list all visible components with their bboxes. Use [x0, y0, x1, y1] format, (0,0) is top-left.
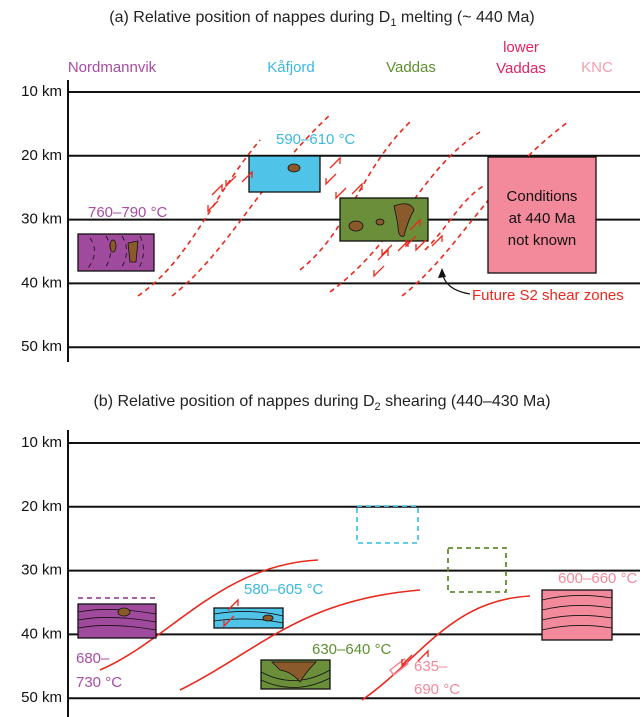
shear-zone	[329, 131, 481, 293]
depth-label: 10 km	[21, 434, 62, 451]
shear-sense-arrow	[397, 239, 409, 252]
shear-sense-arrow	[351, 182, 363, 195]
shear-sense-arrow	[409, 218, 421, 231]
shear-sense-arrow	[373, 265, 385, 278]
foliation	[77, 609, 157, 631]
depth-label: 30 km	[21, 211, 62, 228]
title-part: shearing (440–430 Ma)	[381, 393, 551, 410]
nappe-label: lower	[503, 39, 539, 56]
nappe-label: KNC	[581, 59, 613, 76]
panel-title: (a) Relative position of nappes during D…	[109, 9, 534, 29]
nappe-label: Kåfjord	[267, 59, 315, 76]
shear-sense-arrow	[431, 234, 443, 247]
temperature-label: 680–	[76, 650, 110, 667]
foliation	[541, 595, 613, 631]
temperature-label: 730 °C	[76, 674, 122, 691]
nordmannvik-box	[77, 233, 155, 272]
knc-box	[487, 156, 597, 274]
shear-sense-arrow	[225, 175, 237, 188]
melt-pod	[117, 607, 131, 617]
nappe-label: Nordmannvik	[68, 59, 157, 76]
depth-label: 40 km	[21, 625, 62, 642]
former-position	[356, 505, 419, 544]
kafjord-box	[248, 155, 321, 193]
temperature-label: 580–605 °C	[244, 581, 324, 598]
depth-label: 10 km	[21, 83, 62, 100]
former-position	[447, 547, 507, 593]
shear-sense-arrow	[335, 187, 347, 200]
box-text: Conditions	[507, 188, 578, 205]
title-subscript: 2	[375, 401, 381, 413]
shear-zone	[361, 595, 531, 701]
title-part: (b) Relative position of nappes during D	[93, 393, 374, 410]
shear-sense-arrow	[417, 649, 429, 662]
shear-sense-arrow	[415, 239, 427, 252]
nordmannvik-box	[77, 603, 157, 639]
shear-zone	[179, 589, 421, 691]
shear-zone	[99, 559, 319, 671]
melt-pod	[287, 163, 301, 173]
melt-pod	[127, 240, 139, 263]
temperature-label: 760–790 °C	[88, 204, 168, 221]
foliation	[213, 611, 284, 624]
vaddas-box	[339, 197, 429, 242]
temperature-label: 690 °C	[414, 681, 460, 698]
shear-sense-arrow	[325, 173, 337, 186]
nappe-label: Vaddas	[386, 59, 436, 76]
shear-sense-arrow	[401, 654, 413, 667]
foliation	[260, 669, 331, 688]
panel-title: (b) Relative position of nappes during D…	[93, 393, 550, 413]
melt-pod	[262, 614, 274, 622]
shear-sense-arrow	[381, 244, 393, 257]
nappe-label: Vaddas	[496, 60, 546, 77]
depth-label: 20 km	[21, 498, 62, 515]
depth-label: 50 km	[21, 338, 62, 355]
box-text: at 440 Ma	[509, 210, 576, 227]
annotation: Future S2 shear zones	[472, 287, 624, 304]
depth-label: 30 km	[21, 562, 62, 579]
shear-sense-arrow	[227, 598, 239, 611]
melt-pod	[109, 239, 117, 253]
melt-pod	[375, 218, 385, 226]
melt-pod	[393, 203, 415, 237]
knc-box	[541, 589, 613, 641]
shear-zone	[137, 139, 261, 297]
melt-pod	[271, 661, 317, 683]
shear-zone	[424, 184, 486, 251]
arrowhead	[438, 268, 446, 278]
shear-sense-arrow	[377, 248, 389, 261]
title-part: melting (~ 440 Ma)	[396, 9, 534, 26]
box-text: not known	[508, 232, 576, 249]
shear-zone	[401, 121, 569, 297]
temperature-label: 635–	[414, 658, 448, 675]
depth-label: 40 km	[21, 274, 62, 291]
shear-sense-arrow	[207, 200, 219, 213]
title-subscript: 1	[390, 17, 396, 29]
temperature-label: 630–640 °C	[312, 641, 392, 658]
shear-sense-arrow	[223, 615, 235, 628]
melt-pod	[348, 220, 364, 232]
title-part: (a) Relative position of nappes during D	[109, 9, 390, 26]
shear-sense-arrow	[211, 183, 223, 196]
temperature-label: 600–660 °C	[558, 570, 638, 587]
depth-label: 20 km	[21, 147, 62, 164]
shear-sense-arrow	[405, 235, 417, 248]
depth-label: 50 km	[21, 689, 62, 706]
shear-zone	[171, 114, 331, 297]
temperature-label: 590–610 °C	[276, 131, 356, 148]
shear-sense-arrow	[241, 170, 253, 183]
depth-lines: 10 km 20 km 30 km 40 km 50 km	[21, 83, 640, 355]
shear-sense-arrow	[329, 156, 341, 169]
